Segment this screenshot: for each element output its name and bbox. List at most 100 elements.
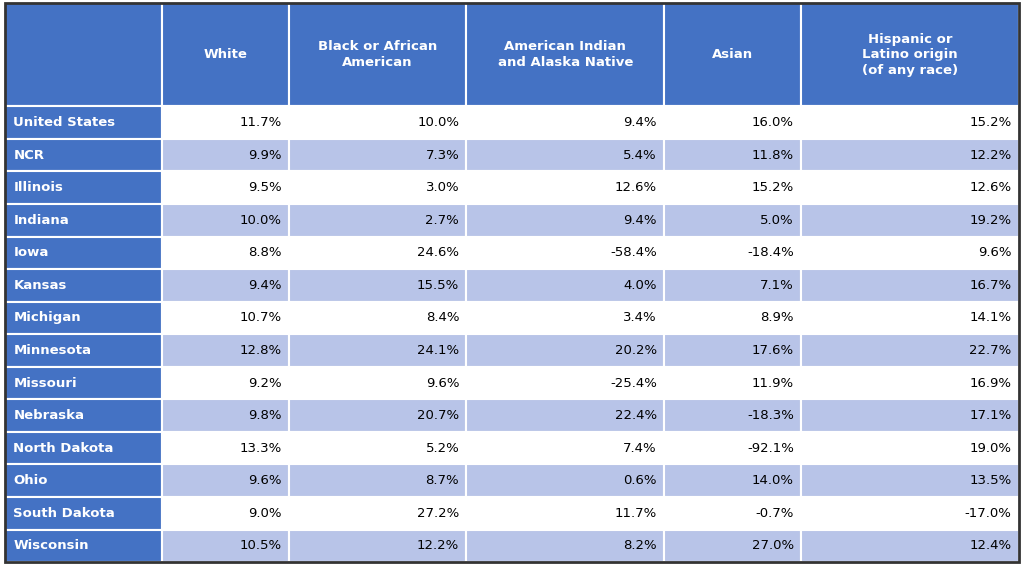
Text: 16.0%: 16.0% <box>752 116 794 129</box>
Bar <box>162 367 289 399</box>
Bar <box>466 171 665 204</box>
Text: 13.5%: 13.5% <box>970 474 1012 487</box>
Bar <box>466 334 665 367</box>
Text: Michigan: Michigan <box>13 311 81 324</box>
Bar <box>801 171 1019 204</box>
Bar <box>5 464 162 497</box>
Text: 27.2%: 27.2% <box>417 507 459 520</box>
Text: 9.2%: 9.2% <box>248 377 282 390</box>
Bar <box>162 204 289 237</box>
Text: Black or African
American: Black or African American <box>318 40 437 69</box>
Text: 12.2%: 12.2% <box>970 149 1012 162</box>
Bar <box>801 367 1019 399</box>
Text: 10.7%: 10.7% <box>240 311 282 324</box>
Text: 9.5%: 9.5% <box>248 181 282 194</box>
Bar <box>665 106 801 139</box>
Bar <box>289 302 466 334</box>
Bar <box>5 269 162 302</box>
Bar <box>801 432 1019 464</box>
Bar <box>466 3 665 106</box>
Text: 9.6%: 9.6% <box>426 377 459 390</box>
Text: 9.4%: 9.4% <box>624 214 657 227</box>
Text: 24.1%: 24.1% <box>417 344 459 357</box>
Text: -25.4%: -25.4% <box>610 377 657 390</box>
Bar <box>162 302 289 334</box>
Bar <box>665 464 801 497</box>
Bar <box>162 497 289 529</box>
Bar <box>162 3 289 106</box>
Bar <box>665 3 801 106</box>
Text: 9.8%: 9.8% <box>248 409 282 422</box>
Bar <box>289 106 466 139</box>
Bar <box>466 367 665 399</box>
Text: South Dakota: South Dakota <box>13 507 115 520</box>
Bar <box>5 334 162 367</box>
Bar <box>5 432 162 464</box>
Text: North Dakota: North Dakota <box>13 442 114 455</box>
Bar <box>801 464 1019 497</box>
Bar <box>289 529 466 562</box>
Text: 12.8%: 12.8% <box>240 344 282 357</box>
Bar <box>289 171 466 204</box>
Text: 5.0%: 5.0% <box>760 214 794 227</box>
Bar <box>5 106 162 139</box>
Bar <box>289 399 466 432</box>
Text: 9.4%: 9.4% <box>624 116 657 129</box>
Text: 7.3%: 7.3% <box>425 149 459 162</box>
Text: United States: United States <box>13 116 116 129</box>
Text: 14.1%: 14.1% <box>970 311 1012 324</box>
Text: 10.5%: 10.5% <box>240 540 282 553</box>
Bar <box>665 269 801 302</box>
Bar <box>801 3 1019 106</box>
Text: 11.7%: 11.7% <box>614 507 657 520</box>
Bar <box>801 237 1019 269</box>
Bar <box>466 269 665 302</box>
Text: American Indian
and Alaska Native: American Indian and Alaska Native <box>498 40 633 69</box>
Bar <box>5 171 162 204</box>
Bar <box>466 302 665 334</box>
Bar <box>665 529 801 562</box>
Text: 9.6%: 9.6% <box>248 474 282 487</box>
Text: White: White <box>204 48 248 61</box>
Bar <box>801 269 1019 302</box>
Text: 17.6%: 17.6% <box>752 344 794 357</box>
Text: 14.0%: 14.0% <box>752 474 794 487</box>
Text: 15.2%: 15.2% <box>752 181 794 194</box>
Bar <box>162 529 289 562</box>
Bar <box>801 204 1019 237</box>
Bar <box>162 334 289 367</box>
Bar <box>289 497 466 529</box>
Text: -0.7%: -0.7% <box>756 507 794 520</box>
Bar <box>5 497 162 529</box>
Bar <box>289 334 466 367</box>
Text: 0.6%: 0.6% <box>624 474 657 487</box>
Text: Asian: Asian <box>712 48 753 61</box>
Text: 20.7%: 20.7% <box>417 409 459 422</box>
Bar <box>5 3 162 106</box>
Bar <box>162 139 289 171</box>
Bar <box>665 432 801 464</box>
Bar <box>665 334 801 367</box>
Bar <box>162 464 289 497</box>
Bar <box>5 367 162 399</box>
Text: 2.7%: 2.7% <box>425 214 459 227</box>
Bar <box>5 302 162 334</box>
Text: 12.4%: 12.4% <box>970 540 1012 553</box>
Text: 8.8%: 8.8% <box>248 246 282 259</box>
Bar <box>162 399 289 432</box>
Bar <box>665 399 801 432</box>
Text: 5.4%: 5.4% <box>624 149 657 162</box>
Bar <box>466 432 665 464</box>
Text: Ohio: Ohio <box>13 474 48 487</box>
Bar <box>665 139 801 171</box>
Bar <box>162 237 289 269</box>
Text: -18.4%: -18.4% <box>746 246 794 259</box>
Bar <box>162 171 289 204</box>
Bar <box>466 237 665 269</box>
Text: 7.4%: 7.4% <box>624 442 657 455</box>
Text: 16.7%: 16.7% <box>970 279 1012 292</box>
Text: 16.9%: 16.9% <box>970 377 1012 390</box>
Bar <box>5 529 162 562</box>
Text: 11.9%: 11.9% <box>752 377 794 390</box>
Text: Wisconsin: Wisconsin <box>13 540 89 553</box>
